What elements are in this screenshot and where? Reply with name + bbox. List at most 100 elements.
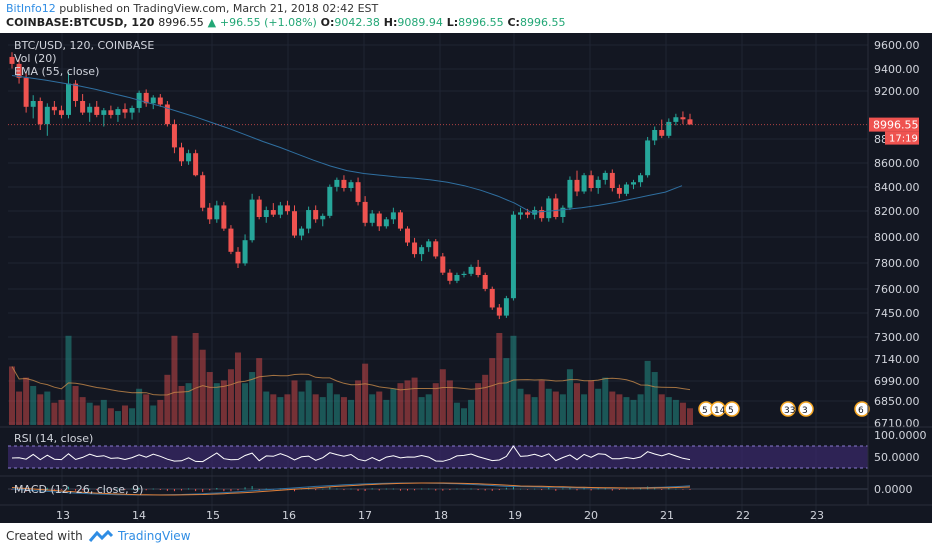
macd-histogram-bar <box>117 488 119 490</box>
open-value: 9042.38 <box>334 16 380 29</box>
change-up-icon: ▲ <box>207 16 217 29</box>
time-axis-label: 22 <box>736 509 750 522</box>
volume-bar <box>658 394 665 425</box>
candle-body <box>221 205 227 229</box>
candle-body <box>58 110 64 115</box>
published-text: published on TradingView.com, March 21, … <box>59 2 379 15</box>
volume-bar <box>566 369 573 425</box>
candle-body <box>525 212 531 215</box>
rsi-axis-label: 50.0000 <box>874 451 920 464</box>
event-badge-count: 5 <box>728 406 734 416</box>
macd-histogram-bar <box>618 489 620 490</box>
volume-bar <box>411 377 418 425</box>
price-chart[interactable]: 9600.009400.009200.008800.008600.008400.… <box>0 33 932 523</box>
candle-body <box>405 228 410 243</box>
macd-histogram-bar <box>520 488 521 490</box>
last-price-box <box>869 117 919 132</box>
chart-area[interactable]: 9600.009400.009200.008800.008600.008400.… <box>0 33 932 523</box>
publish-header: BitInfo12 published on TradingView.com, … <box>0 0 932 33</box>
tradingview-logo-icon <box>88 529 114 542</box>
time-axis-label: 19 <box>508 509 522 522</box>
candle-body <box>546 198 552 219</box>
macd-histogram-bar <box>421 488 423 490</box>
volume-bar <box>679 402 686 425</box>
volume-bar <box>72 385 79 425</box>
candle-body <box>256 199 262 217</box>
candle-body <box>645 140 651 176</box>
macd-histogram-bar <box>541 489 543 491</box>
rsi-axis-label: 100.0000 <box>874 429 927 442</box>
event-badge-count: 14 <box>714 406 726 416</box>
author-link[interactable]: BitInfo12 <box>6 2 56 15</box>
candle-body <box>588 175 594 188</box>
event-flag-icon <box>780 401 796 417</box>
macd-histogram-bar <box>583 487 585 490</box>
macd-histogram-bar <box>159 489 161 490</box>
candle-body <box>510 214 516 299</box>
volume-bar <box>129 408 136 425</box>
last-price-label: 8996.55 <box>873 119 919 132</box>
volume-bars <box>9 333 693 425</box>
macd-histogram-bar <box>110 489 112 490</box>
macd-histogram-bar <box>633 488 634 490</box>
volume-bar <box>687 408 693 425</box>
candle-body <box>369 213 375 223</box>
macd-histogram-bar <box>534 488 536 490</box>
candle-body <box>37 101 43 125</box>
publish-line: BitInfo12 published on TradingView.com, … <box>6 2 378 15</box>
volume-bar <box>503 358 510 425</box>
candle-body <box>270 210 276 215</box>
volume-bar <box>404 380 411 425</box>
volume-bar <box>397 383 404 425</box>
volume-bar <box>199 349 206 425</box>
macd-label: MACD (12, 26, close, 9) <box>14 483 143 496</box>
volume-bar <box>178 385 185 425</box>
volume-bar <box>30 385 37 425</box>
volume-bar <box>16 391 23 425</box>
macd-histogram-bar <box>428 488 430 490</box>
volume-bar <box>213 383 220 425</box>
candle-body <box>447 272 453 281</box>
candle-body <box>609 172 615 188</box>
close-label: C: <box>507 16 520 29</box>
volume-bar <box>616 394 623 425</box>
macd-histogram-bar <box>562 488 564 490</box>
candle-body <box>454 275 460 281</box>
ema-line <box>11 75 683 213</box>
event-flag-icon <box>854 401 870 417</box>
event-badge-count: 6 <box>858 406 864 416</box>
candle-body <box>214 205 220 220</box>
price-axis-label: 8000.00 <box>874 231 920 244</box>
volume-bar <box>651 372 658 425</box>
volume-bar <box>249 372 256 425</box>
tradingview-link[interactable]: TradingView <box>118 529 191 543</box>
macd-histogram-bar <box>548 487 550 490</box>
volume-bar <box>51 402 58 425</box>
volume-bar <box>9 366 15 425</box>
macd-histogram-bar <box>244 487 246 490</box>
macd-histogram-bar <box>188 488 190 490</box>
candle-body <box>666 121 672 136</box>
macd-histogram-bar <box>322 488 324 490</box>
macd-histogram-bar <box>414 489 416 491</box>
volume-bar <box>453 402 460 425</box>
volume-bar <box>157 399 164 425</box>
volume-bar <box>461 408 467 425</box>
volume-bar <box>79 397 86 425</box>
candle-body <box>680 117 686 120</box>
macd-histogram-bar <box>357 489 359 491</box>
volume-bar <box>588 380 595 425</box>
volume-bar <box>630 399 637 425</box>
macd-histogram-bar <box>675 488 677 490</box>
volume-bar <box>206 372 213 425</box>
candle-body <box>200 175 206 208</box>
macd-histogram-bar <box>378 489 380 491</box>
rsi-line <box>11 445 691 463</box>
candle-body <box>157 97 163 105</box>
candle-body <box>16 63 22 78</box>
event-flag-icon <box>798 401 814 417</box>
volume-bar <box>531 397 538 425</box>
volume-bar <box>143 394 150 425</box>
macd-histogram-bar <box>392 488 394 490</box>
volume-bar <box>270 394 277 425</box>
